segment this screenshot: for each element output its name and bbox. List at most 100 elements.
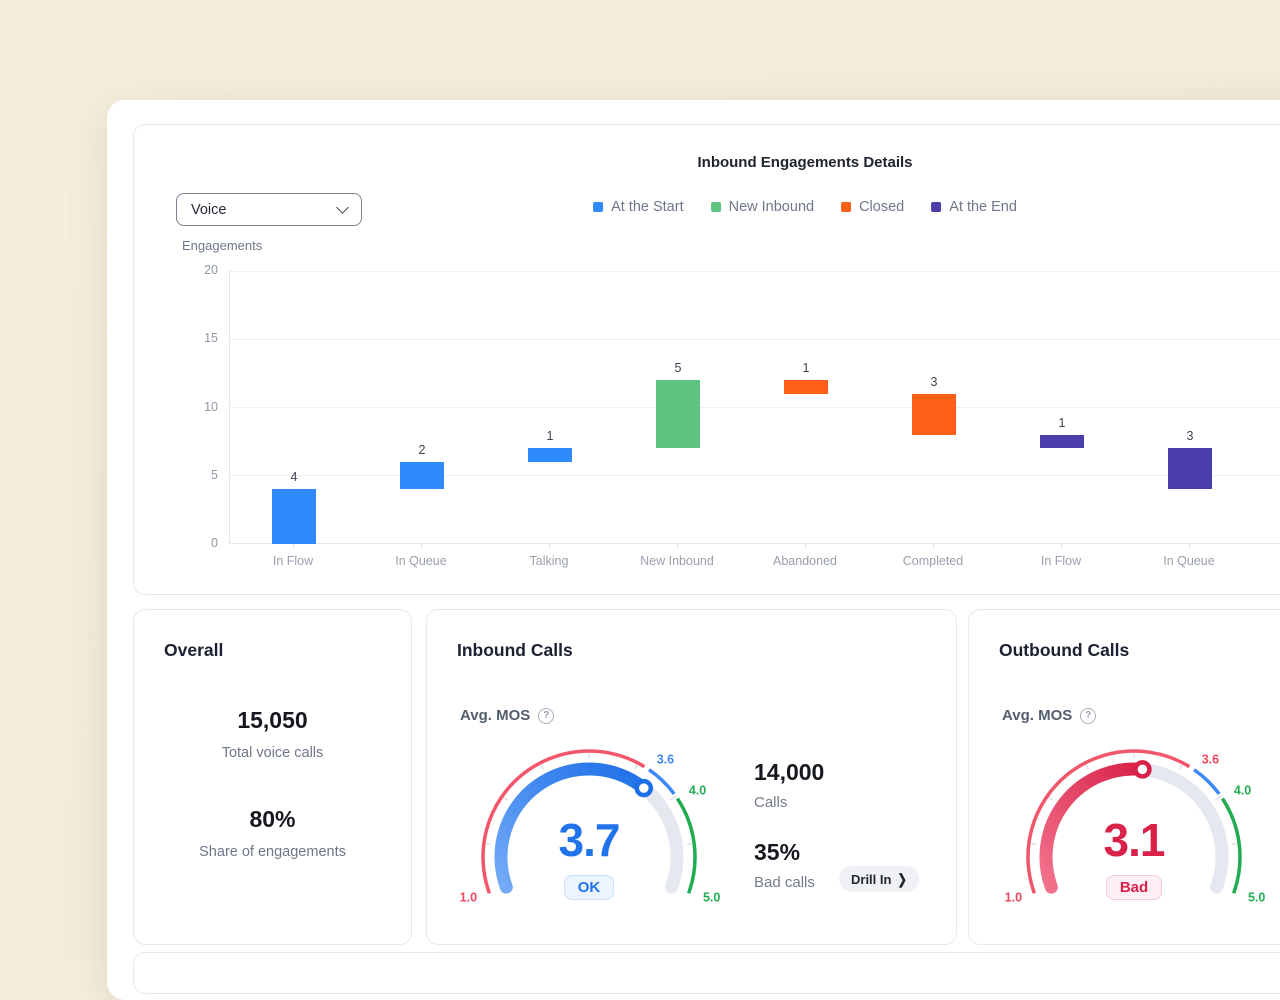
- x-axis-line: [230, 543, 1280, 544]
- legend-label: New Inbound: [728, 199, 815, 215]
- x-axis-tick: [421, 544, 422, 549]
- gauge-scale-label: 5.0: [1248, 891, 1265, 905]
- legend-swatch: [931, 202, 942, 212]
- bar-value-label: 4: [290, 470, 298, 485]
- x-axis-tick: [549, 544, 550, 549]
- chart-legend: At the Start New Inbound Closed At the End: [593, 199, 1017, 215]
- bar[interactable]: [1040, 434, 1084, 449]
- overall-card: Overall 15,050 Total voice calls 80% Sha…: [133, 609, 412, 945]
- bar[interactable]: [784, 380, 828, 394]
- y-axis-tick-label: 10: [204, 399, 218, 414]
- inbound-calls-title: Inbound Calls: [457, 640, 573, 660]
- channel-filter-dropdown[interactable]: Voice: [176, 193, 362, 226]
- channel-filter-value: Voice: [191, 201, 227, 218]
- x-axis-label: In Flow: [272, 554, 314, 568]
- gridline: [230, 338, 1280, 340]
- legend-item[interactable]: Closed: [841, 199, 904, 215]
- legend-item[interactable]: At the Start: [593, 199, 684, 215]
- inbound-engagements-card: Inbound Engagements Details Voice At the…: [133, 124, 1280, 595]
- legend-swatch: [841, 202, 852, 212]
- chevron-down-icon: [336, 201, 349, 214]
- y-axis-tick-label: 20: [204, 263, 218, 277]
- y-axis-tick-label: 0: [211, 536, 218, 550]
- bar[interactable]: [656, 380, 700, 449]
- gauge-arc: 1.0 3.6 4.0 5.0: [1005, 749, 1265, 905]
- gridline: [230, 270, 1280, 272]
- chart-title: Inbound Engagements Details: [697, 154, 913, 171]
- x-axis-tick: [293, 544, 294, 549]
- share-of-engagements-label: Share of engagements: [199, 844, 346, 860]
- y-axis-title: Engagements: [182, 238, 263, 253]
- gauge-knob: [1133, 760, 1152, 779]
- x-axis-tick: [1061, 544, 1062, 549]
- x-axis-label: Completed: [902, 554, 964, 568]
- inbound-mos-gauge: 1.0 3.6 4.0 5.0 3.7 OK: [454, 747, 724, 942]
- y-axis-tick-label: 15: [204, 331, 218, 346]
- outbound-mos-gauge: 1.0 3.6 4.0 5.0 3.1 Bad: [999, 747, 1269, 942]
- gauge-scale-label: 1.0: [1005, 891, 1022, 905]
- gridline: [230, 407, 1280, 408]
- bar-value-label: 5: [674, 361, 682, 376]
- total-voice-calls-label: Total voice calls: [221, 745, 324, 761]
- inbound-mos-value: 3.7: [558, 814, 621, 866]
- bar[interactable]: [912, 393, 956, 435]
- overall-card-title: Overall: [164, 640, 224, 660]
- gauge-knob: [634, 778, 654, 798]
- help-icon[interactable]: ?: [1080, 707, 1097, 724]
- inbound-calls-card: Inbound Calls Avg. MOS ? 1.0 3.6 4.0 5.0 3.…: [426, 609, 957, 945]
- x-axis-label: In Flow: [1040, 554, 1082, 568]
- bar-value-label: 1: [546, 429, 554, 444]
- gauge-scale-label: 4.0: [689, 783, 706, 797]
- gauge-scale-label: 3.6: [657, 752, 674, 766]
- inbound-avg-mos-label: Avg. MOS ?: [460, 707, 555, 724]
- bar[interactable]: [528, 448, 572, 463]
- x-axis-label: Abandoned: [773, 554, 837, 568]
- x-axis-tick: [677, 544, 678, 549]
- bar-value-label: 1: [802, 361, 810, 376]
- y-axis-tick-label: 5: [211, 467, 218, 482]
- x-axis-label: Talking: [529, 554, 569, 568]
- legend-swatch: [710, 202, 721, 212]
- bar-value-label: 3: [1186, 429, 1194, 444]
- legend-item[interactable]: At the End: [931, 199, 1017, 215]
- bar[interactable]: [1168, 448, 1212, 490]
- inbound-calls-count: 14,000: [754, 759, 825, 785]
- x-axis-tick: [933, 544, 934, 549]
- chevron-right-icon: ❯: [897, 872, 907, 888]
- outbound-mos-status-badge: Bad: [1105, 875, 1163, 900]
- bar-value-label: 2: [418, 443, 426, 458]
- x-axis-tick: [805, 544, 806, 549]
- outbound-mos-value: 3.1: [1103, 814, 1166, 866]
- x-axis-tick: [1189, 544, 1190, 549]
- gridline: [230, 475, 1280, 477]
- gauge-scale-label: 5.0: [703, 891, 720, 905]
- bar-value-label: 3: [930, 374, 938, 389]
- legend-swatch: [593, 202, 604, 212]
- gauge-scale-label: 4.0: [1234, 783, 1251, 797]
- next-row-card-edge: [133, 952, 1280, 994]
- bar[interactable]: [400, 462, 444, 490]
- dashboard-panel: Inbound Engagements Details Voice At the…: [107, 100, 1280, 1000]
- legend-item[interactable]: New Inbound: [710, 199, 815, 215]
- share-of-engagements-value: 80%: [249, 806, 296, 832]
- bad-calls-percent: 35%: [754, 839, 801, 865]
- drill-in-button[interactable]: Drill In ❯: [839, 866, 919, 892]
- gauge-scale-label: 3.6: [1202, 752, 1219, 766]
- gauge-scale-label: 1.0: [460, 891, 477, 905]
- bad-calls-label: Bad calls: [754, 874, 815, 891]
- bar-value-label: 1: [1058, 415, 1066, 430]
- x-axis-label: In Queue: [395, 554, 447, 568]
- bar[interactable]: [272, 489, 316, 544]
- help-icon[interactable]: ?: [538, 707, 555, 724]
- chart-plot-area: 4 2 1 5 1 3 1 3: [229, 270, 1280, 544]
- total-voice-calls-value: 15,050: [237, 707, 308, 733]
- x-axis-label: New Inbound: [640, 554, 714, 568]
- legend-label: At the Start: [611, 199, 684, 215]
- outbound-calls-card: Outbound Calls Avg. MOS ? 1.0 3.6 4.0 5.0 3…: [968, 609, 1280, 945]
- gauge-arc: 1.0 3.6 4.0 5.0: [460, 749, 720, 905]
- outbound-avg-mos-label: Avg. MOS ?: [1002, 707, 1097, 724]
- outbound-calls-title: Outbound Calls: [999, 640, 1130, 660]
- legend-label: At the End: [949, 199, 1017, 215]
- legend-label: Closed: [859, 199, 905, 215]
- inbound-mos-status-badge: OK: [563, 875, 615, 900]
